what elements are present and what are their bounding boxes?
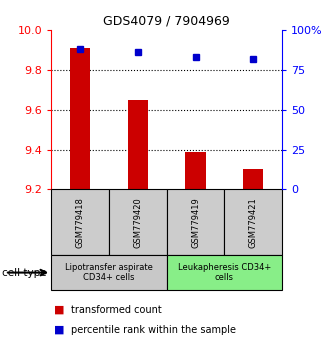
Text: ■: ■ (54, 305, 65, 315)
Bar (70, 48, 90, 189)
Bar (109, 189, 167, 255)
Bar (224, 189, 282, 255)
Bar (167, 189, 224, 255)
Bar (185, 152, 206, 189)
Text: Lipotransfer aspirate
CD34+ cells: Lipotransfer aspirate CD34+ cells (65, 263, 153, 282)
Text: percentile rank within the sample: percentile rank within the sample (71, 325, 236, 335)
Bar (243, 170, 263, 189)
Bar (51, 255, 167, 290)
Bar (51, 189, 109, 255)
Text: GSM779418: GSM779418 (76, 197, 84, 247)
Text: GSM779420: GSM779420 (133, 197, 142, 247)
Bar (167, 255, 282, 290)
Text: ■: ■ (54, 325, 65, 335)
Title: GDS4079 / 7904969: GDS4079 / 7904969 (103, 15, 230, 28)
Text: transformed count: transformed count (71, 305, 162, 315)
Text: Leukapheresis CD34+
cells: Leukapheresis CD34+ cells (178, 263, 271, 282)
Text: GSM779419: GSM779419 (191, 197, 200, 247)
Text: GSM779421: GSM779421 (249, 197, 258, 247)
Bar (128, 100, 148, 189)
Text: cell type: cell type (2, 268, 46, 278)
